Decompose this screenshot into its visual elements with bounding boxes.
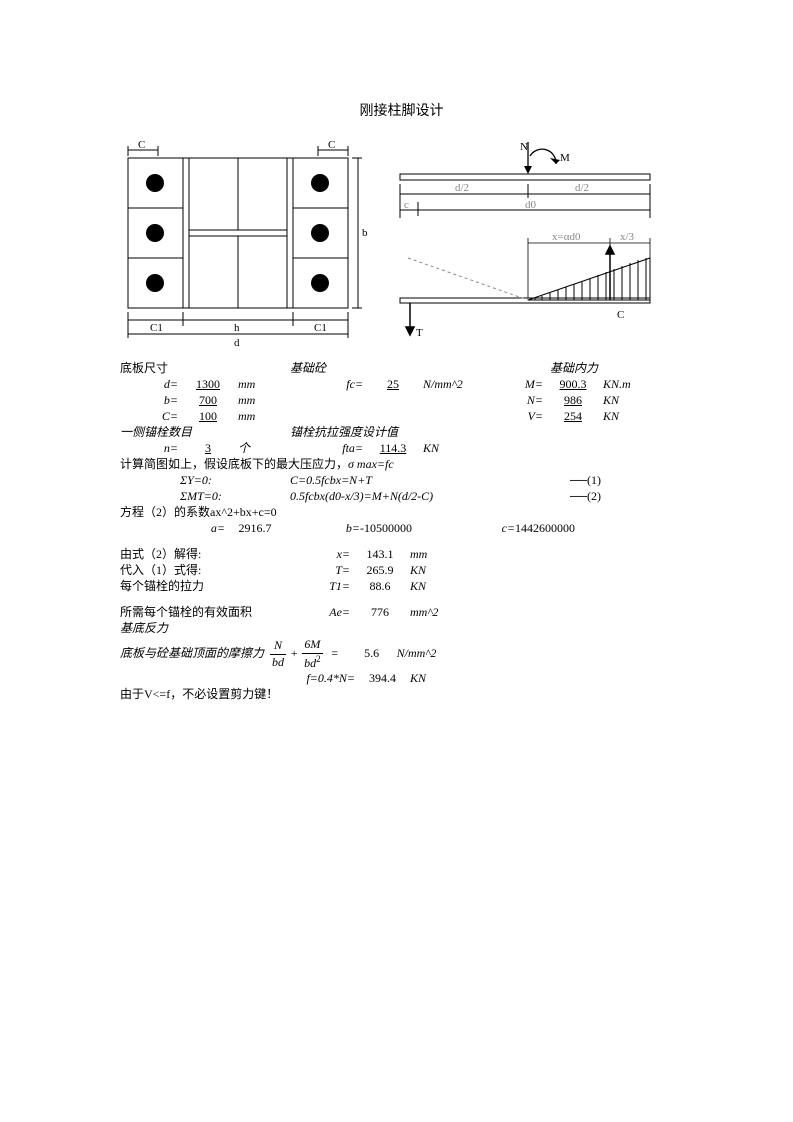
row-b: b= 700 mm N= 986 KN <box>110 393 693 409</box>
row-eq2: ΣMT=0: 0.5fcbx(d0-x/3)=M+N(d/2-C) ──(2) <box>110 489 693 505</box>
svg-text:h: h <box>234 322 240 334</box>
svg-text:C: C <box>617 309 624 321</box>
svg-text:c: c <box>404 199 409 211</box>
row-Ae: 所需每个锚栓的有效面积 Ae= 776 mm^2 <box>110 605 693 621</box>
svg-text:d/2: d/2 <box>575 182 589 194</box>
row-T: 代入（1）式得: T= 265.9 KN <box>110 563 693 579</box>
diagrams-row: C C C1 C1 h d b <box>110 138 693 353</box>
row-x: 由式（2）解得: x= 143.1 mm <box>110 547 693 563</box>
row-eq1: ΣY=0: C=0.5fcbx=N+T ──(1) <box>110 473 693 489</box>
row-anchor-hdr: 一侧锚栓数目 锚栓抗拉强度设计值 <box>110 425 693 441</box>
row-sigma: 底板与砼基础顶面的摩擦力 Nbd + 6Mbd2 = 5.6 N/mm^2 <box>110 637 693 671</box>
row-shearkey: 由于V<=f，不必设置剪力键！ <box>110 687 693 703</box>
svg-text:N: N <box>520 141 528 153</box>
row-n: n= 3 个 fta= 114.3 KN <box>110 441 693 457</box>
force-diagram: N M d/2 d/2 c d0 <box>380 138 670 353</box>
svg-text:C1: C1 <box>150 322 163 334</box>
svg-text:M: M <box>560 152 570 164</box>
row-T1: 每个锚栓的拉力 T1= 88.6 KN <box>110 579 693 595</box>
svg-text:C: C <box>138 139 145 151</box>
svg-text:x/3: x/3 <box>620 231 635 243</box>
svg-text:b: b <box>362 227 368 239</box>
svg-text:d: d <box>234 337 240 349</box>
svg-text:x=αd0: x=αd0 <box>552 231 581 243</box>
row-abc: a= 2916.7 b= -10500000 c= 1442600000 <box>110 521 693 537</box>
row-C: C= 100 mm V= 254 KN <box>110 409 693 425</box>
section-headers: 底板尺寸 基础砼 基础内力 <box>110 361 693 377</box>
row-f: f=0.4*N= 394.4 KN <box>110 671 693 687</box>
page-title: 刚接柱脚设计 <box>110 100 693 120</box>
row-d: d= 1300 mm fc= 25 N/mm^2 M= 900.3 KN.m <box>110 377 693 393</box>
svg-text:d/2: d/2 <box>455 182 469 194</box>
row-intro: 计算简图如上，假设底板下的最大压应力， σ max=fc <box>110 457 693 473</box>
svg-text:T: T <box>416 327 423 339</box>
svg-text:C1: C1 <box>314 322 327 334</box>
svg-text:C: C <box>328 139 335 151</box>
svg-text:d0: d0 <box>525 199 537 211</box>
plan-diagram: C C C1 C1 h d b <box>110 138 370 353</box>
row-base-reaction: 基底反力 <box>110 621 693 637</box>
row-quad: 方程（2）的系数ax^2+bx+c=0 <box>110 505 693 521</box>
